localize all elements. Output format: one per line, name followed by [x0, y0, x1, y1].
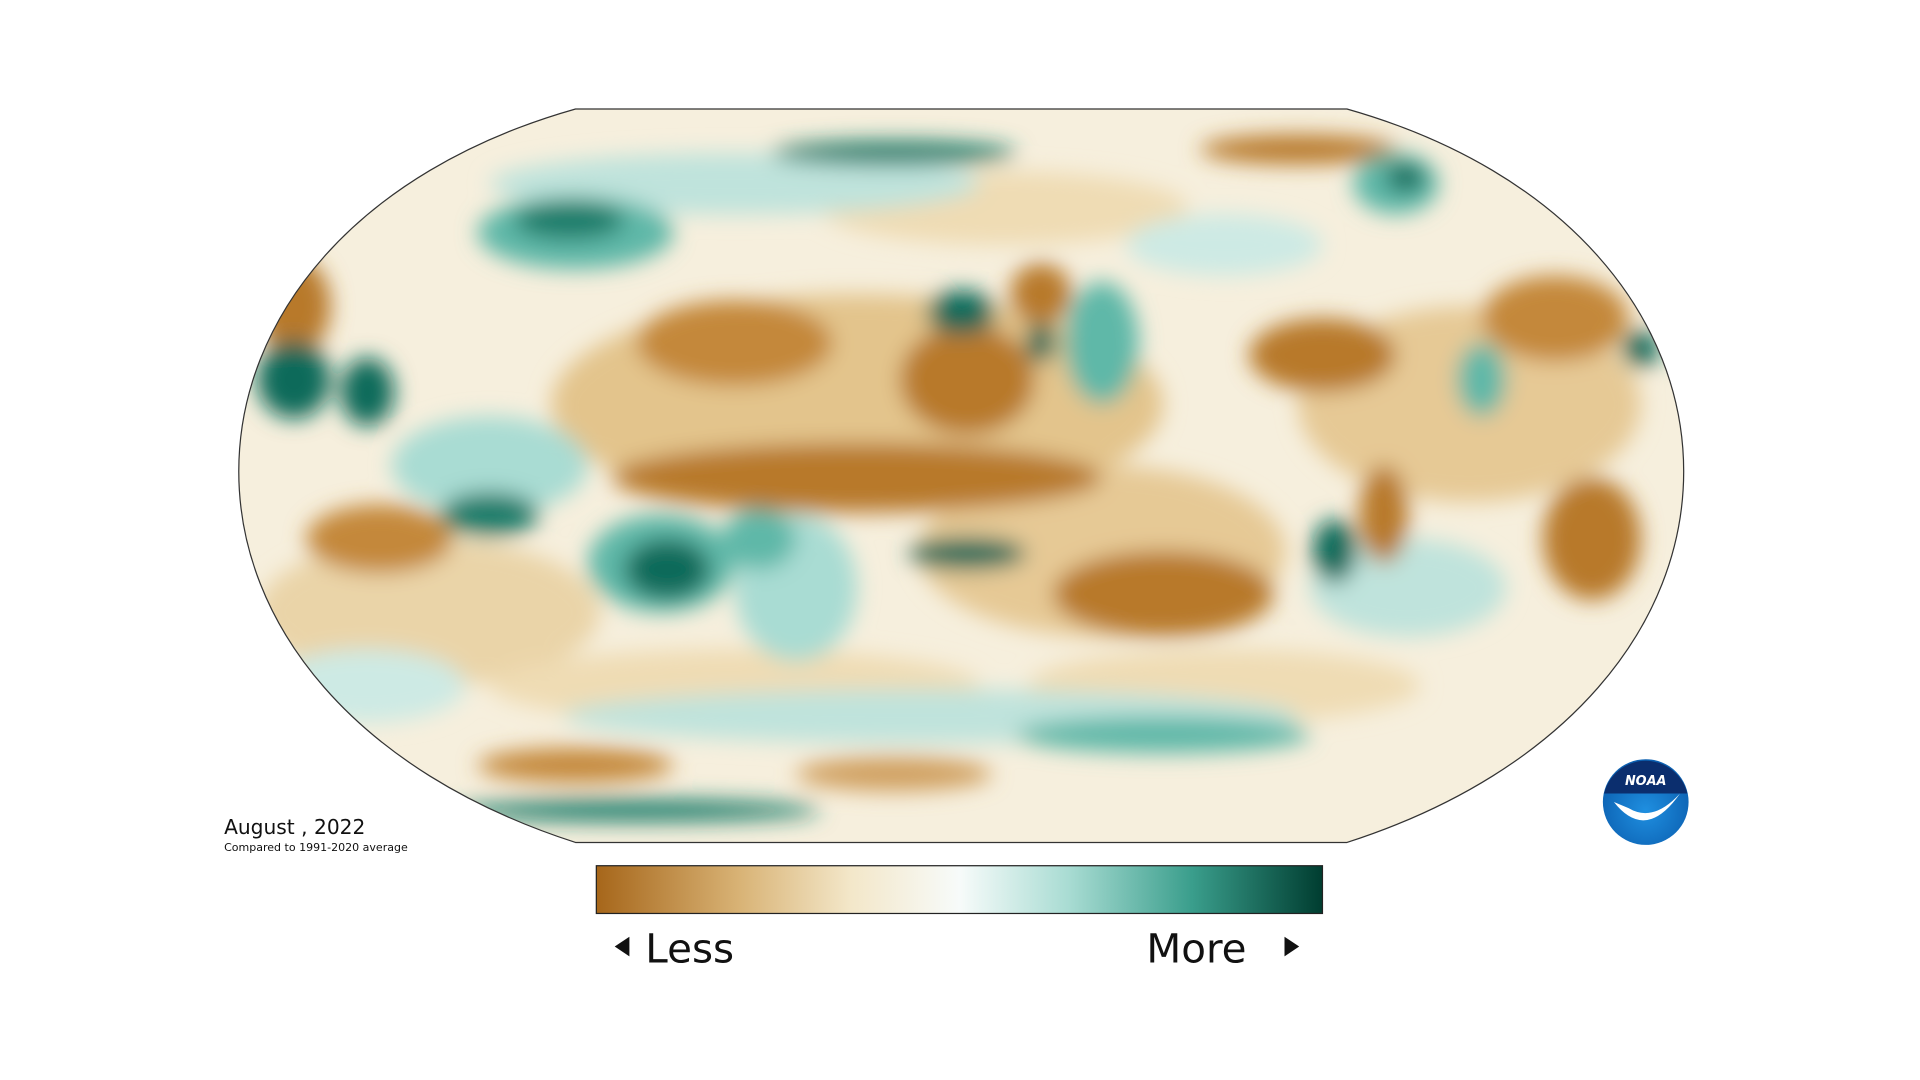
map-baseline: Compared to 1991-2020 average: [224, 841, 408, 854]
color-bar: [595, 865, 1324, 915]
less-arrow: [614, 936, 630, 957]
more-arrow: [1284, 936, 1300, 957]
noaa-logo: NOAA: [1602, 759, 1689, 845]
map-layer: August , 2022 Compared to 1991-2020 aver…: [224, 108, 1689, 972]
logo-text: NOAA: [1625, 774, 1667, 789]
legend-less: Less: [645, 924, 734, 972]
legend-more: More: [1146, 924, 1246, 972]
map-outline: [238, 108, 1685, 844]
anomaly-field: [238, 108, 1684, 843]
map-date: August , 2022: [224, 815, 365, 839]
